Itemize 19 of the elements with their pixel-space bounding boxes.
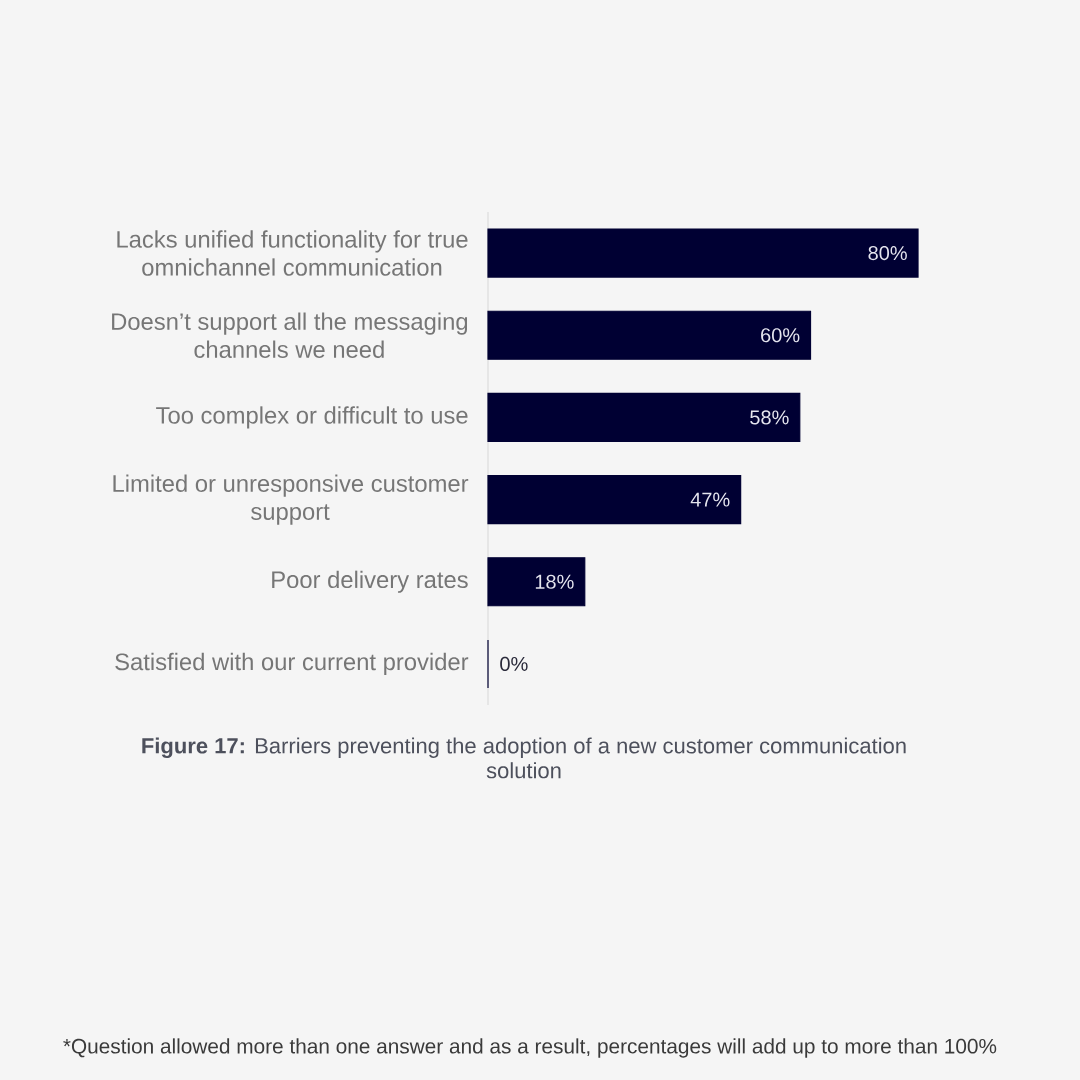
y-tick-label: Satisfied with our current provider: [115, 652, 469, 676]
y-tick-label: Limited or unresponsive customer support: [113, 474, 469, 525]
data-label: 47%: [690, 492, 730, 507]
text: Figure 17: Barriers preventing the adoption of a new customer communication solution: [142, 737, 906, 779]
bar: [487, 392, 801, 443]
data-label: 80%: [868, 246, 907, 261]
data-label: 18%: [535, 574, 574, 589]
bar: [487, 310, 812, 360]
y-tick-label: Lacks unified functionality for true omnichannel communication: [117, 230, 468, 276]
bar: [487, 474, 742, 525]
data-label: 58%: [750, 410, 789, 425]
data-label: 60%: [761, 328, 800, 343]
y-tick-label: Too complex or difficult to use: [156, 406, 468, 429]
y-tick-label: Poor delivery rates: [272, 570, 468, 593]
bar: [487, 557, 586, 607]
bar: [487, 228, 919, 278]
text: *Question allowed more than one answer and as a result, percentages will add up to more than 100%: [63, 1038, 997, 1058]
y-tick-label: Doesn’t support all the messaging channels we need: [112, 312, 468, 358]
data-label: 0%: [500, 656, 528, 671]
